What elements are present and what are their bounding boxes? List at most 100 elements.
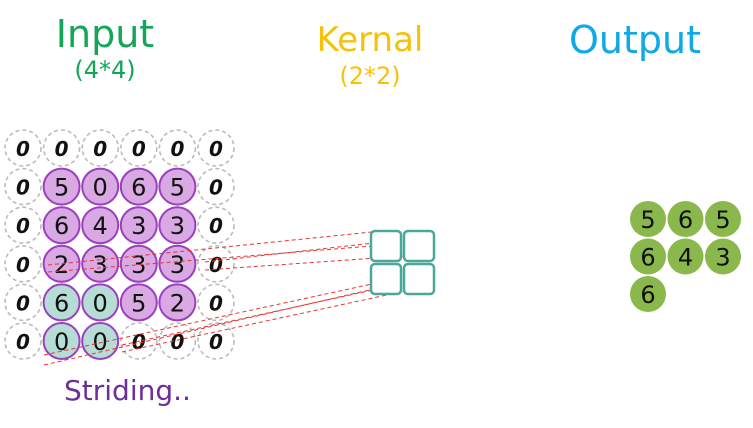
kernel-cell — [369, 262, 403, 296]
input-cell-pad: 0 — [197, 206, 235, 244]
input-cell-pad: 0 — [4, 283, 42, 322]
svg-text:0: 0 — [132, 137, 146, 161]
input-cell-pad: 0 — [158, 322, 197, 360]
svg-text:0: 0 — [209, 176, 223, 200]
input-cell-pad: 0 — [4, 129, 42, 167]
svg-text:3: 3 — [93, 251, 108, 279]
kernel-grid — [369, 229, 436, 296]
input-cell-pad: 0 — [158, 129, 197, 167]
kernel-size: (2*2) — [339, 62, 401, 90]
output-heading: Output — [560, 18, 710, 62]
output-cell: 6 — [630, 276, 666, 312]
svg-text:0: 0 — [16, 137, 30, 161]
striding-caption: Striding.. — [64, 374, 191, 407]
output-cell: 5 — [630, 201, 666, 237]
output-cell: 5 — [705, 201, 741, 237]
svg-text:5: 5 — [131, 289, 146, 317]
input-cell-data: 2 — [158, 283, 197, 322]
svg-text:0: 0 — [170, 330, 184, 354]
input-cell-pad: 0 — [4, 167, 42, 206]
input-cell-pad: 0 — [81, 129, 119, 167]
svg-text:0: 0 — [132, 330, 146, 354]
svg-text:0: 0 — [93, 328, 108, 356]
svg-text:2: 2 — [170, 289, 185, 317]
svg-text:0: 0 — [209, 253, 223, 277]
input-cell-data: 6 — [119, 167, 158, 206]
input-cell-window: 0 — [42, 322, 81, 360]
svg-text:0: 0 — [93, 137, 107, 161]
input-cell-window: 0 — [81, 283, 120, 322]
input-cell-pad: 0 — [197, 322, 235, 360]
svg-text:0: 0 — [93, 289, 108, 317]
input-cell-data: 3 — [158, 206, 197, 245]
kernel-cell — [402, 262, 436, 296]
input-cell-window: 0 — [81, 322, 120, 360]
svg-text:6: 6 — [54, 212, 69, 240]
kernel-cell — [402, 229, 436, 263]
svg-text:6: 6 — [678, 206, 693, 234]
input-cell-data: 3 — [119, 206, 158, 245]
input-cell-data: 4 — [81, 206, 120, 245]
input-cell-pad: 0 — [4, 322, 42, 360]
kernel-title: Kernal — [316, 20, 424, 60]
svg-text:0: 0 — [209, 214, 223, 238]
input-cell-data: 0 — [81, 167, 120, 206]
input-cell-data: 5 — [158, 167, 197, 206]
svg-text:5: 5 — [640, 206, 655, 234]
svg-text:3: 3 — [170, 212, 185, 240]
svg-text:0: 0 — [16, 253, 30, 277]
svg-text:0: 0 — [55, 137, 69, 161]
output-cell: 6 — [630, 238, 666, 275]
input-heading: Input (4*4) — [30, 12, 180, 84]
input-cell-pad: 0 — [197, 283, 235, 322]
svg-text:0: 0 — [209, 330, 223, 354]
svg-text:0: 0 — [170, 137, 184, 161]
input-cell-window: 6 — [42, 283, 81, 322]
input-cell-pad: 0 — [120, 129, 158, 167]
input-cell-data: 6 — [42, 206, 81, 245]
input-cell-pad: 0 — [42, 129, 81, 167]
svg-text:6: 6 — [640, 281, 655, 309]
connector-lines — [43, 231, 411, 366]
input-cell-data: 3 — [158, 244, 197, 283]
output-cell: 3 — [705, 238, 741, 275]
svg-text:5: 5 — [170, 174, 185, 202]
svg-text:6: 6 — [54, 289, 69, 317]
svg-text:4: 4 — [678, 244, 693, 272]
svg-text:0: 0 — [209, 291, 223, 315]
kernel-cell — [369, 229, 403, 263]
svg-text:4: 4 — [93, 212, 108, 240]
output-title: Output — [569, 18, 701, 62]
svg-text:0: 0 — [16, 176, 30, 200]
svg-text:5: 5 — [54, 174, 69, 202]
input-cell-data: 5 — [119, 283, 158, 322]
svg-text:2: 2 — [54, 251, 69, 279]
input-cell-data: 5 — [42, 167, 81, 206]
svg-text:3: 3 — [715, 244, 730, 272]
input-cell-pad: 0 — [4, 244, 42, 283]
svg-text:0: 0 — [54, 328, 69, 356]
svg-text:0: 0 — [16, 330, 30, 354]
svg-text:0: 0 — [16, 291, 30, 315]
input-title: Input — [55, 12, 155, 56]
output-cell: 4 — [667, 238, 704, 275]
svg-text:3: 3 — [131, 212, 146, 240]
output-grid: 5 6 56 4 36 — [630, 201, 741, 312]
input-cell-data: 2 — [42, 244, 81, 283]
kernel-heading: Kernal (2*2) — [295, 18, 445, 90]
svg-text:6: 6 — [131, 174, 146, 202]
input-cell-data: 3 — [119, 244, 158, 283]
input-cell-pad: 0 — [197, 167, 235, 206]
input-cell-pad: 0 — [197, 244, 235, 283]
svg-text:0: 0 — [93, 174, 108, 202]
input-grid: 000000050650064330023330060520000000 — [4, 129, 235, 360]
input-cell-pad: 0 — [197, 129, 235, 167]
svg-text:3: 3 — [170, 251, 185, 279]
svg-text:6: 6 — [640, 244, 655, 272]
svg-text:0: 0 — [16, 214, 30, 238]
svg-text:5: 5 — [715, 206, 730, 234]
input-size: (4*4) — [74, 56, 136, 84]
svg-text:0: 0 — [209, 137, 223, 161]
output-cell: 6 — [667, 201, 704, 237]
